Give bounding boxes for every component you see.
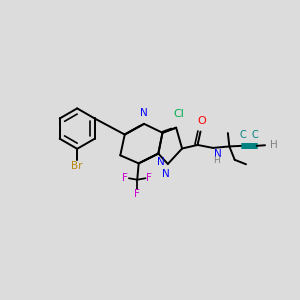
Text: Br: Br	[71, 161, 83, 171]
Text: N: N	[163, 169, 170, 179]
Text: H: H	[214, 156, 220, 165]
Text: F: F	[134, 189, 140, 199]
Text: H: H	[270, 140, 278, 150]
Text: N: N	[158, 157, 165, 166]
Text: O: O	[198, 116, 206, 126]
Text: F: F	[122, 173, 128, 183]
Text: C: C	[252, 130, 259, 140]
Text: F: F	[146, 173, 152, 183]
Text: N: N	[214, 149, 221, 159]
Text: C: C	[240, 130, 247, 140]
Text: N: N	[140, 109, 148, 118]
Text: Cl: Cl	[173, 110, 184, 119]
